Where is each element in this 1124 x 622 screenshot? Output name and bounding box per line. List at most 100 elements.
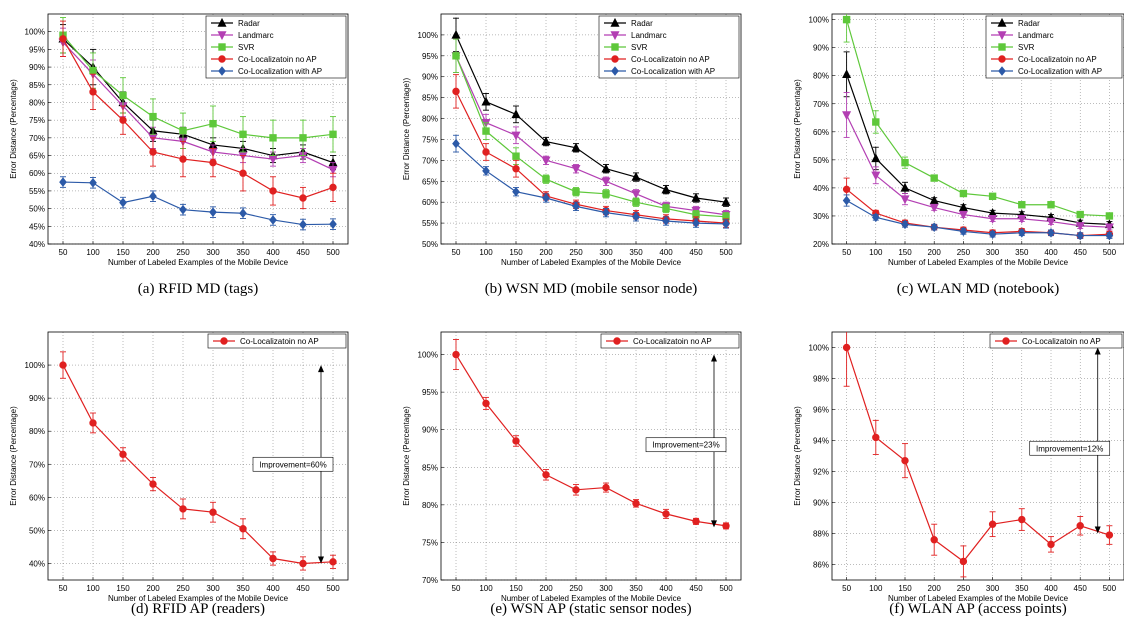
y-tick-label: 90% — [813, 44, 829, 53]
y-tick-label: 100% — [25, 28, 45, 37]
series-line — [455, 55, 727, 218]
data-point — [119, 91, 127, 100]
y-tick-label: 100% — [418, 351, 438, 360]
x-tick-label: 300 — [599, 584, 613, 593]
x-tick-label: 150 — [116, 248, 130, 257]
data-point — [692, 218, 700, 228]
x-tick-label: 250 — [176, 248, 190, 257]
x-tick-label: 500 — [719, 248, 733, 257]
plot-frame — [440, 13, 742, 245]
series-line — [455, 34, 727, 203]
data-point — [722, 522, 730, 530]
data-point — [1105, 212, 1114, 220]
y-tick-label: 100% — [809, 16, 829, 25]
series-line — [62, 34, 334, 139]
data-point — [988, 215, 998, 224]
data-point — [59, 35, 67, 43]
y-axis-label: Error Distance (Percentage) — [402, 406, 411, 506]
data-point — [632, 499, 640, 508]
improvement-box — [252, 456, 334, 472]
legend-marker — [218, 43, 226, 51]
data-point — [89, 419, 97, 427]
data-point — [572, 188, 580, 196]
legend-marker — [220, 337, 228, 345]
x-tick-label: 500 — [1103, 584, 1117, 593]
y-tick-label: 80% — [29, 98, 45, 107]
y-axis-label: Error Distance (Percentage) — [9, 406, 18, 506]
y-axis-label: Error Distance (Percentage)) — [402, 78, 411, 181]
data-point — [119, 197, 127, 208]
data-point — [571, 165, 581, 174]
x-tick-label: 250 — [957, 248, 971, 257]
series-line — [455, 143, 727, 225]
data-point — [452, 138, 460, 149]
data-point — [958, 202, 968, 212]
series-line — [846, 74, 1110, 225]
y-tick-label: 30% — [813, 212, 829, 221]
data-point — [239, 169, 247, 177]
improvement-label: Improvement=23% — [652, 441, 719, 450]
legend-entry: Co-Localization with AP — [238, 67, 322, 76]
data-point — [512, 152, 520, 160]
data-point — [601, 177, 611, 187]
data-point — [631, 190, 641, 199]
data-point — [662, 216, 670, 226]
y-tick-label: 60% — [422, 198, 438, 207]
data-point — [541, 136, 551, 146]
data-point — [149, 480, 157, 488]
series-circle — [59, 20, 337, 210]
data-point — [512, 165, 520, 173]
x-tick-label: 300 — [206, 584, 220, 593]
legend-entry: Co-Localizatoin no AP — [238, 55, 317, 64]
x-tick-label: 450 — [1074, 584, 1088, 593]
y-tick-label: 95% — [29, 45, 45, 54]
x-tick-label: 200 — [539, 584, 553, 593]
x-tick-label: 400 — [659, 248, 673, 257]
legend-entry: Co-Localizatoin no AP — [240, 337, 319, 346]
x-tick-label: 150 — [116, 584, 130, 593]
legend-entry: Landmarc — [1018, 31, 1054, 40]
series-triangle-down — [842, 92, 1114, 233]
series-layer — [842, 332, 1114, 578]
legend-marker — [611, 66, 619, 76]
x-tick-label: 500 — [719, 584, 733, 593]
data-point — [149, 191, 157, 202]
series-line — [455, 354, 727, 527]
legend-marker — [217, 17, 227, 27]
x-tick-label: 450 — [296, 248, 310, 257]
data-point — [329, 558, 337, 566]
data-point — [632, 198, 640, 206]
data-point — [842, 15, 851, 24]
legend-entry: SVR — [238, 43, 255, 52]
y-tick-label: 45% — [29, 222, 45, 231]
legend-entry: Co-Localizatoin no AP — [633, 337, 712, 346]
chart-panel-5: 70% 75% 80% 85% 90% 95% 100% 50 100 150 200 250 300 3… — [402, 331, 742, 617]
y-tick-label: 60% — [813, 128, 829, 137]
improvement-annotation: Improvement=12% — [1029, 347, 1111, 534]
panel-caption: (c) WLAN MD (notebook) — [897, 281, 1060, 297]
data-point — [959, 557, 968, 566]
y-tick-label: 95% — [422, 388, 438, 397]
data-point — [901, 158, 909, 167]
data-point — [542, 175, 550, 183]
chart-panel-2: 50% 55% 60% 65% 70% 75% 80% 85% 90% 95% 100% 50 100 1… — [402, 13, 742, 297]
y-axis-label: Error Distance (Percentage) — [9, 79, 18, 179]
data-point — [482, 148, 490, 156]
data-point — [842, 69, 852, 79]
x-tick-label: 250 — [176, 584, 190, 593]
y-tick-label: 95% — [422, 52, 438, 61]
y-tick-label: 90% — [29, 63, 45, 72]
series-triangle-up — [451, 17, 731, 207]
improvement-annotation: Improvement=60% — [252, 365, 334, 564]
arrowhead-up-icon — [1094, 347, 1101, 355]
legend-entry: Co-Localization with AP — [1018, 67, 1102, 76]
data-point — [329, 130, 337, 139]
y-tick-label: 40% — [29, 559, 45, 568]
data-point — [452, 87, 460, 96]
data-point — [269, 554, 277, 563]
data-point — [1105, 230, 1114, 241]
data-point — [901, 219, 909, 230]
data-point — [239, 130, 247, 139]
y-tick-label: 50% — [422, 240, 438, 249]
